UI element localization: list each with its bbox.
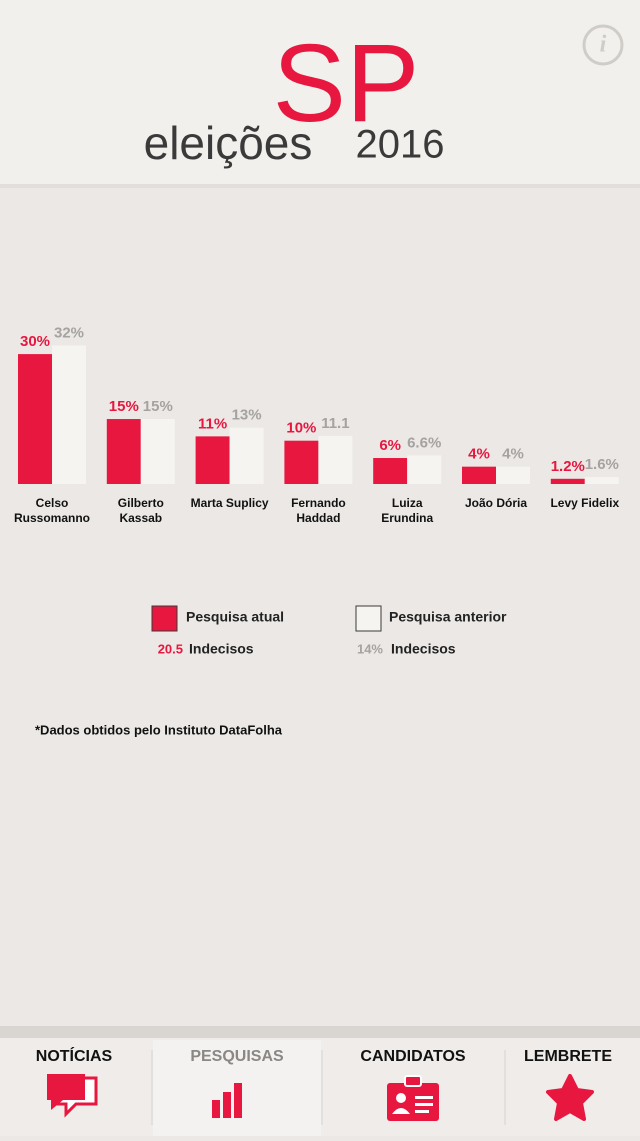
bar <box>52 345 86 484</box>
value-label: 4% <box>502 446 524 463</box>
bar <box>284 440 319 484</box>
tab-label[interactable]: CANDIDATOS <box>360 1048 466 1065</box>
category-label: João Dória <box>465 496 527 510</box>
category-label: Fernando <box>291 496 346 510</box>
undecided-label: Indecisos <box>391 641 456 657</box>
polls-icon[interactable] <box>212 1083 242 1118</box>
bar <box>462 466 496 484</box>
bar <box>407 455 442 484</box>
bar <box>373 458 408 484</box>
info-icon[interactable]: i <box>600 32 607 58</box>
value-label: 10% <box>286 420 316 437</box>
category-label: Celso <box>36 496 69 510</box>
candidates-icon[interactable] <box>387 1075 439 1121</box>
legend-swatch <box>151 605 178 632</box>
bar <box>106 419 141 484</box>
bar <box>550 478 585 484</box>
category-label: Russomanno <box>14 511 90 525</box>
bar <box>584 477 619 484</box>
value-label: 15% <box>109 398 139 415</box>
value-label: 11% <box>198 415 227 432</box>
value-label: 32% <box>54 324 84 341</box>
category-label: Levy Fidelix <box>550 496 619 510</box>
undecided-value: 20.5 <box>158 641 183 656</box>
value-label: 11.1 <box>321 415 349 432</box>
legend-swatch <box>355 605 382 632</box>
legend-label: Pesquisa atual <box>186 609 284 625</box>
category-label: Kassab <box>119 511 162 525</box>
tab-label[interactable]: NOTÍCIAS <box>36 1046 113 1065</box>
value-label: 6.6% <box>407 434 441 451</box>
undecided-label: Indecisos <box>189 641 254 657</box>
value-label: 1.2% <box>551 458 585 475</box>
tab-label[interactable]: PESQUISAS <box>190 1048 284 1065</box>
logo-year: 2016 <box>356 123 445 167</box>
category-label: Haddad <box>296 511 340 525</box>
value-label: 4% <box>468 446 490 463</box>
bar <box>318 435 353 484</box>
logo-sp: SP <box>273 22 420 145</box>
bar <box>195 436 230 484</box>
value-label: 13% <box>232 407 262 424</box>
value-label: 15% <box>143 398 173 415</box>
info-button[interactable] <box>582 24 624 66</box>
source-note: *Dados obtidos pelo Instituto DataFolha <box>35 722 283 737</box>
category-label: Luiza <box>392 496 423 510</box>
undecided-value: 14% <box>357 641 383 656</box>
bar <box>496 466 530 484</box>
category-label: Marta Suplicy <box>191 496 269 510</box>
value-label: 1.6% <box>585 456 619 473</box>
reminder-icon[interactable] <box>546 1074 594 1121</box>
header-shadow <box>0 184 640 188</box>
legend-label: Pesquisa anterior <box>389 609 507 625</box>
category-label: Gilberto <box>118 496 164 510</box>
news-icon[interactable] <box>47 1074 98 1118</box>
value-label: 6% <box>379 437 401 454</box>
tab-label[interactable]: LEMBRETE <box>524 1048 612 1065</box>
bar <box>229 427 264 484</box>
category-label: Erundina <box>381 511 433 525</box>
tabbar-shadow <box>0 1026 640 1040</box>
bar <box>140 419 175 484</box>
logo-text: eleições <box>144 117 313 169</box>
value-label: 30% <box>20 333 50 350</box>
header-bg <box>0 0 640 186</box>
bar <box>18 354 52 484</box>
